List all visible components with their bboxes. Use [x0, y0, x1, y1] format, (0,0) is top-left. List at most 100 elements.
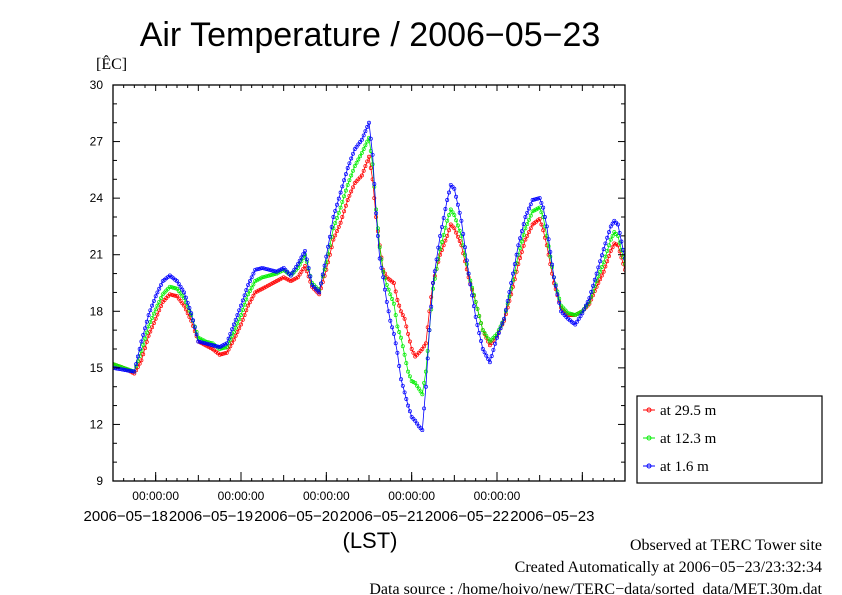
- data-point: [244, 297, 249, 302]
- data-point: [509, 286, 514, 291]
- data-point: [242, 313, 247, 318]
- data-point: [157, 308, 162, 313]
- data-point: [422, 380, 427, 385]
- data-point: [445, 198, 450, 202]
- data-point: [638, 291, 641, 294]
- data-point: [297, 262, 302, 267]
- data-point: [617, 231, 622, 235]
- data-point: [400, 344, 405, 349]
- data-point: [486, 356, 491, 361]
- data-point: [247, 300, 252, 305]
- data-point: [610, 221, 615, 226]
- data-point: [423, 341, 428, 346]
- data-point: [489, 354, 494, 359]
- data-point: [135, 359, 140, 364]
- data-point: [463, 245, 467, 250]
- data-point: [354, 160, 359, 165]
- data-point: [205, 341, 210, 346]
- data-point: [235, 321, 240, 326]
- data-point: [436, 245, 441, 250]
- data-point: [247, 289, 252, 293]
- data-point: [340, 199, 345, 204]
- data-point: [452, 226, 457, 231]
- data-point: [434, 257, 439, 262]
- data-point: [464, 258, 469, 263]
- data-point: [423, 384, 428, 389]
- data-point: [295, 275, 300, 280]
- data-point: [144, 330, 149, 335]
- data-point: [407, 339, 412, 344]
- data-point: [397, 330, 402, 334]
- data-point: [507, 294, 512, 299]
- data-point: [422, 344, 427, 349]
- data-point: [336, 224, 341, 229]
- data-point: [443, 207, 448, 211]
- data-point: [608, 224, 613, 229]
- data-point: [146, 324, 151, 329]
- data-point: [381, 269, 386, 274]
- data-point: [539, 222, 544, 227]
- data-point: [566, 311, 571, 316]
- data-point: [631, 278, 634, 281]
- data-point: [183, 307, 188, 312]
- legend-items: at 29.5 m at 12.3 m at 1.6 m: [643, 403, 717, 475]
- data-point: [317, 290, 322, 295]
- data-point: [292, 267, 297, 272]
- data-point: [375, 226, 380, 231]
- data-point: [155, 290, 160, 295]
- data-point: [180, 293, 185, 298]
- data-point: [523, 226, 528, 231]
- data-point: [607, 243, 611, 248]
- data-point: [455, 223, 460, 228]
- data-point: [582, 307, 587, 312]
- data-point: [173, 293, 178, 298]
- data-point: [391, 331, 396, 336]
- data-point: [447, 190, 451, 195]
- data-point: [452, 186, 457, 191]
- data-point: [345, 198, 350, 202]
- data-point: [262, 266, 267, 271]
- data-point: [473, 299, 478, 304]
- data-point: [363, 164, 368, 169]
- data-point: [263, 266, 268, 271]
- y-tick-label: 27: [90, 135, 104, 149]
- data-point: [146, 333, 151, 338]
- data-point: [368, 136, 373, 141]
- data-point: [650, 304, 653, 307]
- data-point: [182, 290, 187, 295]
- data-point: [477, 331, 482, 335]
- data-point: [528, 202, 533, 207]
- legend-item: at 29.5 m: [643, 403, 717, 419]
- data-point: [335, 202, 339, 207]
- data-point: [175, 294, 179, 299]
- data-point: [230, 327, 235, 332]
- data-point: [379, 265, 384, 270]
- data-point: [466, 271, 471, 276]
- y-axis-label: [ÊC]: [96, 54, 127, 73]
- data-point: [615, 233, 620, 238]
- data-point: [148, 329, 153, 334]
- data-point: [372, 196, 377, 201]
- data-point: [503, 307, 508, 312]
- data-point: [180, 287, 185, 292]
- data-point: [255, 267, 259, 272]
- data-point: [335, 215, 339, 220]
- data-point: [546, 237, 551, 242]
- data-point: [340, 184, 345, 189]
- data-point: [491, 347, 496, 352]
- y-tick-label: 12: [90, 417, 104, 431]
- data-point: [454, 194, 459, 199]
- data-point: [487, 360, 492, 365]
- data-point: [368, 166, 373, 170]
- data-point: [189, 311, 194, 316]
- y-tick-label: 18: [90, 304, 104, 318]
- data-point: [416, 386, 421, 391]
- data-point: [447, 228, 451, 233]
- legend-label: at 12.3 m: [660, 431, 717, 447]
- data-point: [399, 377, 403, 382]
- data-point: [297, 258, 302, 263]
- data-point: [441, 243, 446, 248]
- data-point: [299, 255, 304, 260]
- data-point: [475, 306, 480, 311]
